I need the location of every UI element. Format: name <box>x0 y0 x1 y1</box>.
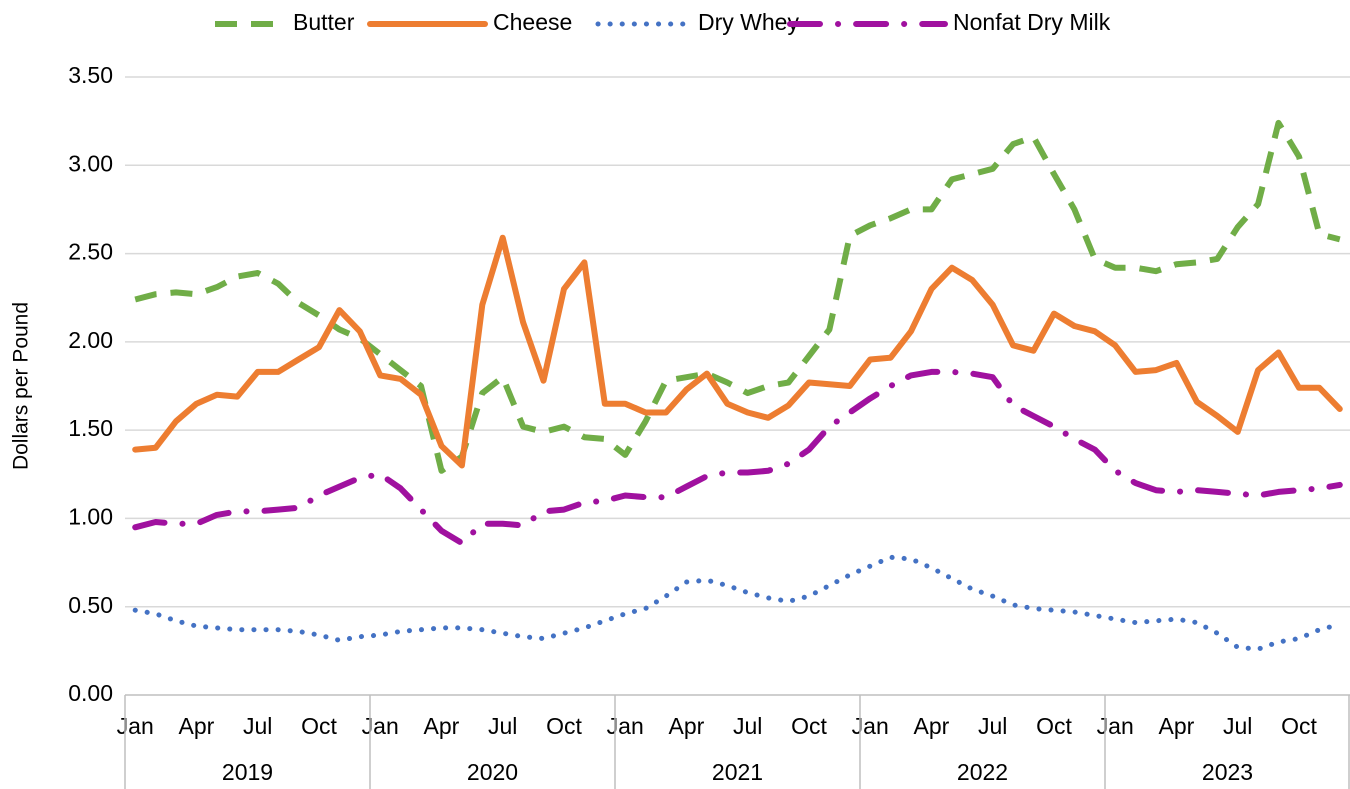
x-tick-label: Apr <box>424 713 460 739</box>
x-tick-label: Jan <box>1097 713 1134 739</box>
series-line <box>134 119 1341 474</box>
series-line <box>132 368 1343 547</box>
x-tick-label: Oct <box>1036 713 1072 739</box>
x-tick-label: Jul <box>978 713 1007 739</box>
x-tick-label: Oct <box>1281 713 1317 739</box>
series-line <box>132 234 1343 469</box>
x-group-label: 2021 <box>712 759 763 785</box>
y-tick-label: 0.50 <box>68 592 113 618</box>
x-tick-label: Apr <box>1159 713 1195 739</box>
y-tick-label: 0.00 <box>68 680 113 706</box>
x-tick-label: Apr <box>914 713 950 739</box>
x-group-label: 2023 <box>1202 759 1253 785</box>
series-line <box>132 554 1343 652</box>
x-group-label: 2022 <box>957 759 1008 785</box>
y-tick-label: 1.00 <box>68 504 113 530</box>
x-tick-label: Jan <box>117 713 154 739</box>
x-tick-label: Apr <box>179 713 215 739</box>
y-tick-label: 2.00 <box>68 327 113 353</box>
legend-label: Nonfat Dry Milk <box>953 9 1111 35</box>
x-tick-label: Apr <box>669 713 705 739</box>
x-tick-label: Oct <box>546 713 582 739</box>
x-tick-label: Oct <box>791 713 827 739</box>
x-tick-label: Jul <box>488 713 517 739</box>
legend-label: Dry Whey <box>698 9 799 35</box>
x-group-label: 2020 <box>467 759 518 785</box>
x-tick-label: Jan <box>607 713 644 739</box>
x-tick-label: Jan <box>852 713 889 739</box>
x-group-label: 2019 <box>222 759 273 785</box>
y-axis-label: Dollars per Pound <box>10 302 33 470</box>
x-tick-label: Jul <box>733 713 762 739</box>
x-tick-label: Jul <box>1223 713 1252 739</box>
y-tick-label: 2.50 <box>68 239 113 265</box>
x-tick-label: Jan <box>362 713 399 739</box>
x-tick-label: Jul <box>243 713 272 739</box>
y-tick-label: 3.00 <box>68 150 113 176</box>
legend-label: Cheese <box>493 9 572 35</box>
y-tick-label: 3.50 <box>68 62 113 88</box>
legend-label: Butter <box>293 9 355 35</box>
y-tick-label: 1.50 <box>68 415 113 441</box>
x-tick-label: Oct <box>301 713 337 739</box>
